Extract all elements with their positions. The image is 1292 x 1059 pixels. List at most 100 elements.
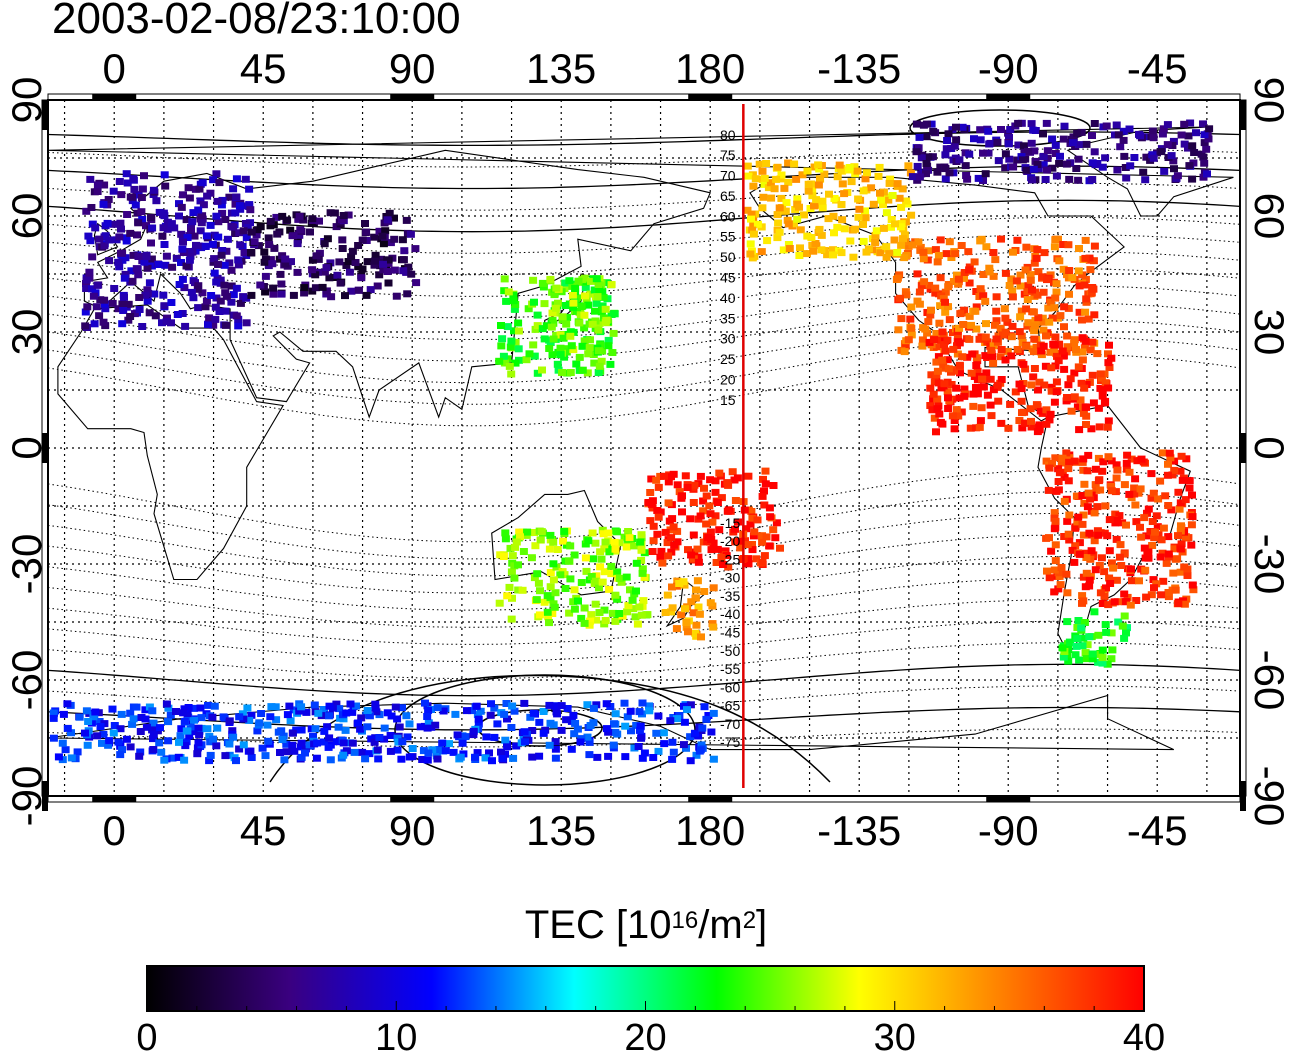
tec-cell bbox=[1050, 525, 1059, 533]
tec-cell bbox=[182, 216, 191, 224]
tec-cell bbox=[774, 219, 783, 227]
tec-cell bbox=[1148, 151, 1157, 159]
tec-cell bbox=[1127, 455, 1136, 463]
tec-cell bbox=[196, 227, 205, 235]
tec-cell bbox=[692, 586, 701, 594]
tec-cell bbox=[563, 313, 572, 321]
tec-cell bbox=[569, 711, 578, 719]
tec-cell bbox=[934, 353, 943, 361]
tec-cell bbox=[290, 747, 299, 755]
tec-cell bbox=[884, 196, 893, 204]
tec-cell bbox=[505, 362, 514, 370]
tec-cell bbox=[363, 707, 372, 714]
tec-cell bbox=[1029, 126, 1038, 134]
tec-cell bbox=[711, 488, 720, 496]
tec-cell bbox=[760, 180, 769, 188]
tec-cell bbox=[1094, 454, 1103, 462]
tec-cell bbox=[723, 479, 732, 487]
tec-cell bbox=[643, 611, 652, 619]
tec-cell bbox=[989, 342, 998, 350]
tec-cell bbox=[661, 609, 670, 616]
tec-map: 8075706560555045403530252015-15-20-25-30… bbox=[3, 45, 1292, 854]
tec-cell bbox=[179, 709, 188, 717]
tec-cell bbox=[398, 236, 407, 244]
tec-cell bbox=[954, 412, 963, 420]
tec-cell bbox=[625, 534, 634, 542]
tec-cell bbox=[1166, 454, 1175, 462]
tec-cell bbox=[673, 527, 682, 535]
tec-cell bbox=[679, 578, 688, 586]
tec-cell bbox=[1181, 533, 1190, 541]
tec-cell bbox=[682, 619, 691, 626]
tec-cell bbox=[709, 539, 718, 547]
tec-cell bbox=[897, 203, 906, 211]
tec-cell bbox=[133, 231, 141, 239]
tec-cell bbox=[922, 160, 931, 167]
tec-cell bbox=[629, 605, 638, 613]
tec-cell bbox=[1035, 378, 1044, 386]
tec-cell bbox=[1115, 553, 1124, 561]
tec-cell bbox=[512, 742, 521, 750]
tec-cell bbox=[958, 353, 967, 361]
tec-cell bbox=[986, 401, 995, 409]
tec-cell bbox=[210, 702, 219, 710]
tec-cell bbox=[1064, 657, 1073, 665]
tec-cell bbox=[943, 137, 952, 144]
tec-cell bbox=[296, 743, 305, 751]
contour-label: 35 bbox=[720, 310, 736, 326]
tec-cell bbox=[1137, 455, 1146, 463]
tec-cell bbox=[142, 723, 151, 731]
tec-cell bbox=[346, 700, 355, 708]
tec-cell bbox=[234, 256, 243, 264]
tec-cell bbox=[1120, 481, 1129, 489]
tec-cell bbox=[547, 323, 556, 331]
tec-cell bbox=[308, 215, 317, 223]
tec-cell bbox=[728, 468, 737, 476]
tec-cell bbox=[749, 230, 758, 238]
tec-cell bbox=[325, 734, 334, 742]
tec-cell bbox=[1078, 642, 1087, 650]
tec-cell bbox=[266, 222, 275, 230]
tec-cell bbox=[580, 604, 589, 612]
tec-cell bbox=[236, 241, 245, 249]
tec-cell bbox=[574, 597, 582, 605]
tec-cell bbox=[1080, 344, 1089, 352]
tec-cell bbox=[118, 249, 127, 257]
tec-cell bbox=[1079, 634, 1088, 642]
tec-cell bbox=[225, 259, 234, 267]
tec-cell bbox=[308, 266, 317, 274]
tec-cell bbox=[684, 628, 692, 636]
tec-cell bbox=[265, 241, 274, 249]
tec-cell bbox=[257, 710, 266, 717]
tec-cell bbox=[680, 718, 689, 726]
tec-cell bbox=[121, 270, 130, 278]
tec-cell bbox=[684, 546, 692, 554]
tec-cell bbox=[591, 539, 600, 547]
tec-cell bbox=[833, 223, 842, 231]
tec-cell bbox=[895, 194, 904, 202]
tec-cell bbox=[1156, 553, 1165, 561]
tec-cell bbox=[556, 351, 565, 359]
tec-cell bbox=[974, 174, 983, 182]
tec-cell bbox=[88, 285, 96, 293]
tec-cell bbox=[1032, 343, 1041, 351]
tec-cell bbox=[717, 554, 726, 561]
tec-cell bbox=[1106, 580, 1115, 587]
tec-cell bbox=[780, 184, 789, 192]
tec-cell bbox=[243, 704, 252, 712]
tec-cell bbox=[824, 215, 833, 223]
tec-cell bbox=[769, 482, 778, 489]
tec-cell bbox=[58, 739, 67, 747]
tec-cell bbox=[611, 545, 620, 553]
tec-cell bbox=[114, 305, 123, 313]
tec-cell bbox=[225, 193, 234, 201]
top-border-bar bbox=[47, 93, 1241, 101]
tec-cell bbox=[570, 551, 579, 559]
tec-cell bbox=[636, 722, 645, 730]
tec-cell bbox=[1030, 259, 1039, 267]
tec-cell bbox=[1192, 129, 1200, 137]
tec-cell bbox=[86, 175, 95, 183]
top-bar-segment bbox=[390, 94, 435, 100]
tec-cell bbox=[1078, 271, 1087, 279]
tec-cell bbox=[689, 555, 698, 563]
